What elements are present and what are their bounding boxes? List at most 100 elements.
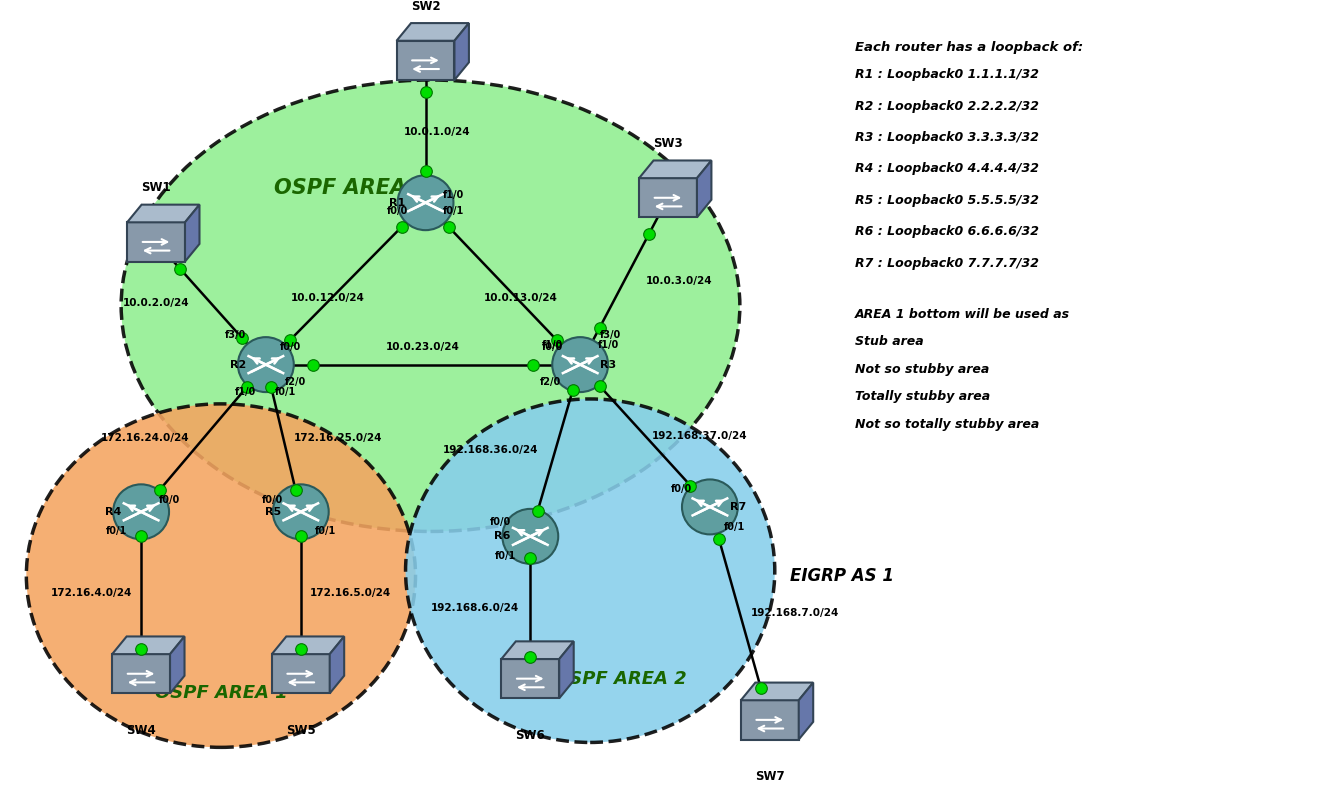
Text: 10.0.1.0/24: 10.0.1.0/24: [404, 127, 471, 136]
Text: SW2: SW2: [411, 0, 441, 13]
Point: [547, 334, 568, 347]
Text: f0/0: f0/0: [158, 495, 180, 505]
Text: f0/1: f0/1: [275, 387, 297, 397]
Polygon shape: [454, 23, 469, 80]
Text: R6 : Loopback0 6.6.6.6/32: R6 : Loopback0 6.6.6.6/32: [854, 225, 1038, 238]
Polygon shape: [330, 637, 344, 693]
FancyBboxPatch shape: [396, 41, 454, 80]
Circle shape: [502, 509, 559, 564]
Text: R1: R1: [389, 198, 406, 208]
Text: f3/0: f3/0: [599, 330, 620, 340]
Text: f1/0: f1/0: [235, 387, 257, 397]
Text: SW6: SW6: [516, 729, 545, 742]
Point: [520, 552, 541, 564]
Polygon shape: [799, 682, 814, 739]
Text: 172.16.25.0/24: 172.16.25.0/24: [294, 433, 383, 443]
Point: [561, 384, 583, 396]
Text: f1/0: f1/0: [541, 340, 563, 350]
Text: R3 : Loopback0 3.3.3.3/32: R3 : Loopback0 3.3.3.3/32: [854, 131, 1038, 144]
Text: f0/1: f0/1: [494, 551, 516, 561]
Point: [279, 334, 301, 347]
FancyBboxPatch shape: [113, 654, 171, 693]
Point: [708, 533, 729, 545]
FancyBboxPatch shape: [639, 178, 697, 217]
Point: [130, 643, 152, 656]
Text: R2 : Loopback0 2.2.2.2/32: R2 : Loopback0 2.2.2.2/32: [854, 99, 1038, 113]
Polygon shape: [128, 205, 200, 222]
Text: f0/0: f0/0: [672, 485, 693, 494]
FancyBboxPatch shape: [501, 659, 559, 698]
Text: 172.16.4.0/24: 172.16.4.0/24: [51, 588, 132, 598]
Text: 192.168.7.0/24: 192.168.7.0/24: [751, 608, 839, 619]
Point: [302, 359, 324, 371]
Text: Each router has a loopback of:: Each router has a loopback of:: [854, 41, 1082, 54]
Text: 172.16.24.0/24: 172.16.24.0/24: [101, 433, 189, 443]
Text: f2/0: f2/0: [285, 377, 306, 387]
Text: R4 : Loopback0 4.4.4.4/32: R4 : Loopback0 4.4.4.4/32: [854, 162, 1038, 176]
Text: Not so totally stubby area: Not so totally stubby area: [854, 418, 1039, 430]
Text: R5 : Loopback0 5.5.5.5/32: R5 : Loopback0 5.5.5.5/32: [854, 194, 1038, 207]
Polygon shape: [171, 637, 184, 693]
Point: [588, 322, 610, 334]
Text: OSPF AREA 0: OSPF AREA 0: [274, 178, 427, 198]
Text: R1 : Loopback0 1.1.1.1/32: R1 : Loopback0 1.1.1.1/32: [854, 69, 1038, 81]
Point: [638, 229, 659, 241]
Point: [261, 381, 282, 393]
Text: f1/0: f1/0: [443, 190, 465, 200]
Polygon shape: [501, 641, 573, 659]
Text: f0/1: f0/1: [443, 206, 465, 216]
Text: f3/0: f3/0: [226, 330, 247, 340]
Point: [438, 221, 459, 233]
Text: 192.168.36.0/24: 192.168.36.0/24: [443, 445, 539, 455]
Text: 192.168.6.0/24: 192.168.6.0/24: [431, 603, 520, 612]
FancyBboxPatch shape: [741, 701, 799, 739]
Point: [130, 530, 152, 542]
Ellipse shape: [121, 80, 740, 531]
Text: f0/1: f0/1: [724, 522, 745, 532]
Text: Totally stubby area: Totally stubby area: [854, 390, 990, 403]
Point: [290, 643, 312, 656]
Text: f0/0: f0/0: [387, 206, 408, 216]
Polygon shape: [271, 637, 344, 654]
Circle shape: [398, 175, 454, 230]
Point: [231, 331, 252, 344]
Text: f0/1: f0/1: [106, 526, 126, 537]
Text: OSPF AREA 2: OSPF AREA 2: [553, 670, 686, 688]
Point: [520, 651, 541, 663]
Point: [522, 359, 544, 371]
Polygon shape: [396, 23, 469, 41]
Point: [751, 682, 772, 694]
Polygon shape: [639, 161, 712, 178]
Circle shape: [238, 337, 294, 392]
Ellipse shape: [27, 404, 415, 747]
FancyBboxPatch shape: [271, 654, 330, 693]
Point: [680, 479, 701, 492]
Text: f0/0: f0/0: [541, 342, 563, 352]
Text: R3: R3: [600, 359, 616, 370]
Point: [526, 504, 548, 517]
Text: 10.0.3.0/24: 10.0.3.0/24: [646, 277, 712, 286]
Polygon shape: [113, 637, 184, 654]
Polygon shape: [559, 641, 573, 698]
Text: R7: R7: [729, 502, 745, 512]
Point: [149, 483, 171, 496]
Text: SW5: SW5: [286, 724, 316, 737]
Point: [290, 530, 312, 542]
Point: [169, 262, 191, 275]
Text: f0/0: f0/0: [490, 517, 510, 526]
Point: [415, 85, 436, 98]
Text: SW1: SW1: [141, 181, 171, 195]
Point: [236, 381, 258, 393]
Text: Not so stubby area: Not so stubby area: [854, 362, 988, 376]
Text: R5: R5: [265, 507, 281, 517]
Text: 10.0.2.0/24: 10.0.2.0/24: [122, 299, 189, 308]
Point: [588, 380, 610, 392]
Text: OSPF AREA 1: OSPF AREA 1: [154, 685, 287, 702]
Text: SW7: SW7: [755, 771, 784, 783]
FancyBboxPatch shape: [128, 222, 185, 262]
Text: 192.168.37.0/24: 192.168.37.0/24: [653, 431, 748, 440]
Circle shape: [273, 485, 329, 539]
Point: [415, 165, 436, 177]
Text: f0/0: f0/0: [281, 342, 301, 352]
Text: AREA 1 bottom will be used as: AREA 1 bottom will be used as: [854, 307, 1070, 321]
